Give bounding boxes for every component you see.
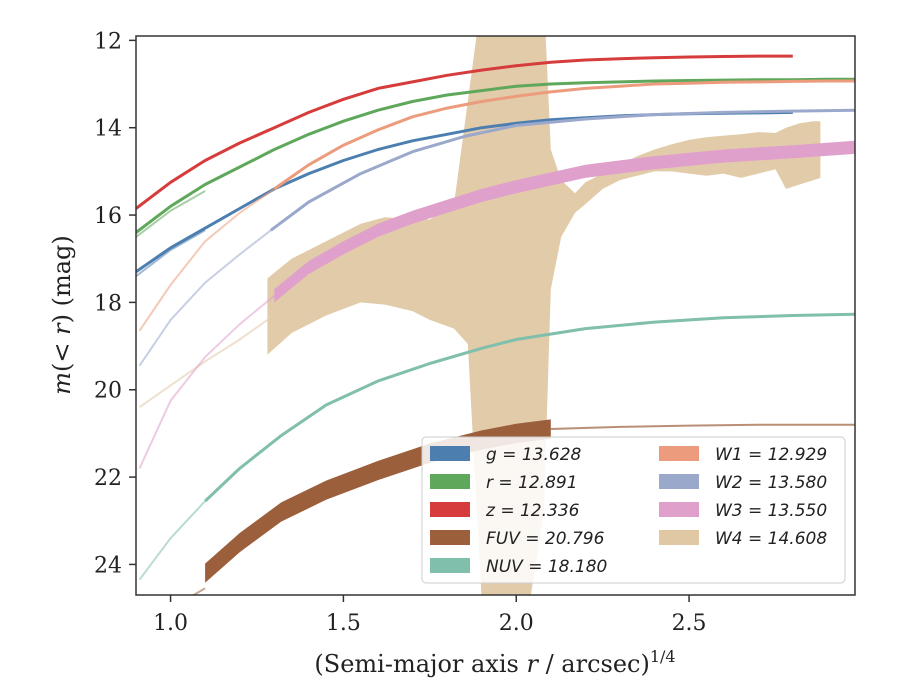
legend-label-nuv: NUV = 18.180 — [486, 557, 607, 577]
x-axis-label: (Semi-major axis r / arcsec)1/4 — [314, 647, 675, 678]
y-tick-label: 16 — [94, 204, 122, 229]
x-tick-label: 2.5 — [672, 611, 707, 636]
y-tick-label: 20 — [94, 379, 122, 404]
w2-faint-line — [138, 229, 272, 367]
legend-label-z: z = 12.336 — [485, 501, 580, 521]
series-layer — [136, 36, 855, 595]
legend-label-w4: W4 = 14.608 — [715, 529, 827, 549]
z-line — [136, 54, 793, 210]
nuv-line — [204, 312, 855, 503]
legend-label-w2: W2 = 13.580 — [715, 473, 827, 493]
fuv-extension-line — [550, 423, 855, 430]
y-tick-label: 18 — [94, 291, 122, 316]
legend-swatch-fuv — [430, 530, 470, 545]
legend-swatch-w1 — [659, 446, 699, 461]
legend: g = 13.628 r = 12.891 z = 12.336 FUV = 20.7… — [421, 436, 846, 584]
y-tick-label: 14 — [94, 117, 122, 142]
r-line — [136, 77, 855, 234]
legend-swatch-w2 — [659, 474, 699, 489]
y-axis: 12 14 16 18 20 22 24 — [94, 29, 136, 578]
legend-label-r: r = 12.891 — [486, 473, 578, 493]
g-faint-line — [136, 229, 206, 277]
x-tick-label: 1.0 — [153, 611, 188, 636]
w1-faint-line — [138, 188, 275, 332]
x-tick-label: 1.5 — [326, 611, 361, 636]
plot-frame — [135, 35, 856, 596]
w4-faint-line — [138, 319, 268, 409]
fuv-band — [205, 419, 551, 583]
legend-label-fuv: FUV = 20.796 — [486, 529, 605, 549]
legend-swatch-nuv — [430, 558, 470, 573]
legend-swatch-g — [430, 446, 470, 461]
w1-line — [273, 79, 855, 191]
w4-band — [267, 36, 821, 595]
legend-swatch-z — [430, 502, 470, 517]
legend-label-w1: W1 = 12.929 — [715, 445, 827, 465]
y-tick-label: 12 — [94, 29, 122, 54]
y-tick-label: 22 — [94, 466, 122, 491]
legend-swatch-r — [430, 474, 470, 489]
legend-swatch-w3 — [659, 502, 699, 517]
r-faint-line — [136, 190, 206, 238]
legend-box — [421, 436, 846, 584]
legend-swatch-w4 — [659, 530, 699, 545]
legend-label-w3: W3 = 13.550 — [715, 501, 827, 521]
nuv-faint-line — [138, 500, 206, 581]
x-tick-label: 2.0 — [499, 611, 534, 636]
w2-line — [269, 108, 855, 232]
w3-band — [274, 140, 855, 303]
y-tick-label: 24 — [94, 553, 122, 578]
x-axis: 1.0 1.5 2.0 2.5 — [153, 595, 707, 636]
legend-label-g: g = 13.628 — [486, 445, 582, 465]
y-axis-label: m(< r) (mag) — [48, 235, 76, 395]
w3-faint-line — [138, 295, 275, 469]
